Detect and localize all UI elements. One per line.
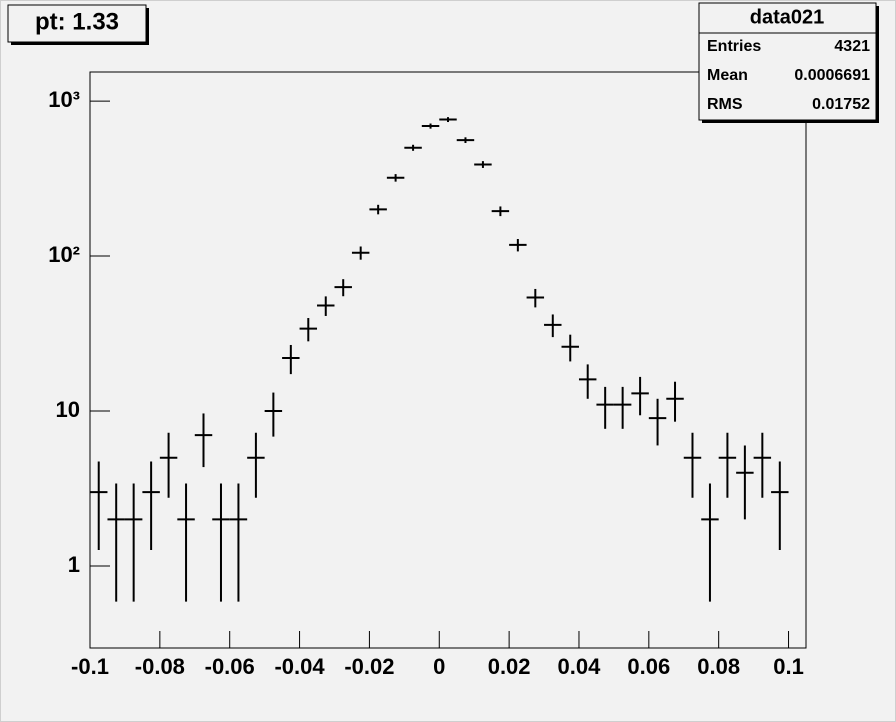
stats-value: 4321 bbox=[834, 38, 870, 55]
stats-label: Entries bbox=[707, 38, 761, 55]
x-tick-label: 0.08 bbox=[697, 654, 740, 679]
x-tick-label: -0.1 bbox=[71, 654, 109, 679]
x-tick-label: -0.08 bbox=[135, 654, 185, 679]
x-tick-label: 0 bbox=[433, 654, 445, 679]
pave bbox=[7, 4, 147, 43]
x-tick-label: -0.04 bbox=[274, 654, 325, 679]
x-tick-label: 0.06 bbox=[627, 654, 670, 679]
pave-title: pt: 1.33 bbox=[35, 8, 119, 35]
y-tick-label: 10 bbox=[56, 397, 80, 422]
stats-value: 0.01752 bbox=[812, 96, 870, 113]
x-tick-label: -0.06 bbox=[205, 654, 255, 679]
y-tick-label: 1 bbox=[68, 552, 80, 577]
stats-label: Mean bbox=[707, 67, 748, 84]
stats-label: RMS bbox=[707, 96, 743, 113]
frame bbox=[89, 71, 807, 649]
stats-value: 0.0006691 bbox=[794, 67, 870, 84]
stats-title: data021 bbox=[750, 6, 825, 28]
x-tick-label: 0.02 bbox=[488, 654, 531, 679]
stats-box bbox=[698, 2, 877, 121]
x-tick-label: 0.1 bbox=[773, 654, 804, 679]
x-tick-label: -0.02 bbox=[344, 654, 394, 679]
x-tick-label: 0.04 bbox=[558, 654, 602, 679]
y-tick-label: 10² bbox=[48, 242, 80, 267]
y-tick-label: 10³ bbox=[48, 87, 80, 112]
